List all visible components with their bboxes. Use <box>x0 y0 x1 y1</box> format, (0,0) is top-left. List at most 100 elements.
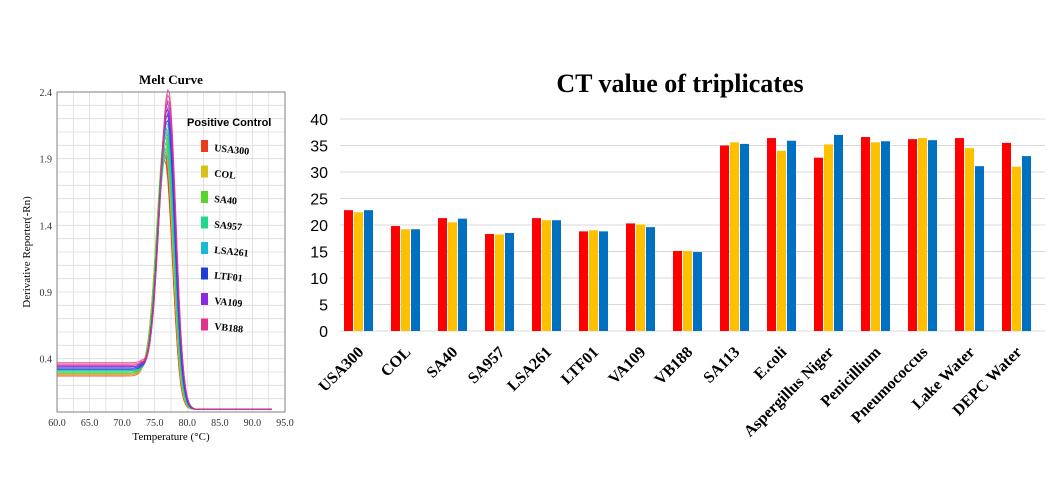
legend-label-vb188: VB188 <box>214 322 244 336</box>
bar-lsa261-1 <box>532 218 541 331</box>
x-tick-label: 70.0 <box>113 418 131 429</box>
chart-title: Melt Curve <box>139 72 203 87</box>
legend-label-col: COL <box>214 169 237 182</box>
bar-va109-1 <box>626 223 635 331</box>
bar-ltf01-1 <box>579 231 588 331</box>
bar-usa300-1 <box>344 210 353 331</box>
bar-aspergillus-niger-3 <box>834 134 843 331</box>
bar-depc-water-2 <box>1012 166 1021 331</box>
x-tick-label: SA113 <box>700 344 743 387</box>
legend-label-sa957: SA957 <box>214 220 243 234</box>
plot-frame <box>56 91 286 413</box>
legend-swatch-sa40 <box>201 191 208 203</box>
x-tick-label: USA300 <box>316 344 368 396</box>
x-tick-label: 65.0 <box>81 418 99 429</box>
bar-depc-water-1 <box>1002 142 1011 331</box>
legend-swatch-usa300 <box>201 140 208 152</box>
y-tick-label: 15 <box>310 245 328 262</box>
bar-penicillium-1 <box>861 137 870 331</box>
legend-label-ltf01: LTF01 <box>214 271 244 285</box>
bar-sa113-2 <box>730 142 739 331</box>
legend-label-va109: VA109 <box>214 296 243 310</box>
x-axis-label: Temperature (°C) <box>132 431 210 443</box>
bar-sa957-1 <box>485 234 494 331</box>
x-tick-label: 90.0 <box>244 418 262 429</box>
legend-label-lsa261: LSA261 <box>214 245 249 260</box>
melt-grid <box>56 91 286 413</box>
bar-lake-water-1 <box>955 138 964 331</box>
bar-usa300-2 <box>354 212 363 331</box>
bar-lake-water-3 <box>975 166 984 331</box>
bar-col-2 <box>401 229 410 331</box>
bar-lake-water-2 <box>965 148 974 331</box>
legend-swatch-lsa261 <box>201 242 208 254</box>
y-tick-label: 20 <box>310 218 328 235</box>
bar-aspergillus-niger-1 <box>814 157 823 331</box>
x-tick-label: E.coli <box>751 343 791 383</box>
x-tick-label: 80.0 <box>179 418 197 429</box>
bar-ltf01-3 <box>599 231 608 331</box>
y-tick-label: 30 <box>310 165 328 182</box>
y-tick-label: 0 <box>319 324 328 341</box>
x-tick-label: VB188 <box>652 344 697 389</box>
y-tick-label: 0.4 <box>40 355 53 366</box>
bar-sa957-3 <box>505 232 514 331</box>
melt-legend: Positive Control USA300 COL SA40 SA957 LSA261… <box>187 117 271 336</box>
x-tick-label: LTF01 <box>558 344 602 388</box>
x-tick-label: VA109 <box>605 344 649 388</box>
bar-sa113-3 <box>740 143 749 331</box>
bar-col-1 <box>391 226 400 331</box>
x-tick-label: COL <box>378 344 415 381</box>
bar-aspergillus-niger-2 <box>824 144 833 331</box>
chart-title: CT value of triplicates <box>556 69 803 98</box>
bar-usa300-3 <box>364 210 373 331</box>
bar-penicillium-3 <box>881 141 890 331</box>
bar-e-coli-1 <box>767 138 776 331</box>
bar-pneumococcus-1 <box>908 139 917 331</box>
y-tick-label: 5 <box>319 298 328 315</box>
y-tick-label: 2.4 <box>40 88 53 99</box>
legend-label-usa300: USA300 <box>214 143 250 158</box>
bar-col-3 <box>411 229 420 331</box>
x-tick-label: 75.0 <box>146 418 164 429</box>
bar-vb188-3 <box>693 252 702 331</box>
legend-swatch-ltf01 <box>201 267 208 280</box>
y-tick-label: 35 <box>310 139 328 156</box>
x-tick-label: 60.0 <box>48 418 66 429</box>
x-tick-label: SA957 <box>465 344 508 387</box>
ct-bar-chart: CT value of triplicates 0 5 10 15 20 25 30 35 40 U… <box>310 69 1045 440</box>
bar-lsa261-2 <box>542 220 551 331</box>
bar-e-coli-3 <box>787 140 796 331</box>
bar-vb188-2 <box>683 250 692 331</box>
melt-curve-chart: Melt Curve 60.0 65.0 70.0 75.0 80.0 85.0 90.0 95… <box>21 72 294 443</box>
bar-sa40-2 <box>448 222 457 331</box>
bar-sa113-1 <box>720 145 729 331</box>
y-tick-label: 25 <box>310 192 328 209</box>
x-tick-label: 95.0 <box>276 418 294 429</box>
bar-va109-3 <box>646 227 655 331</box>
x-tick-label: SA40 <box>424 344 462 382</box>
legend-swatch-col <box>201 165 208 178</box>
bar-vb188-1 <box>673 250 682 331</box>
x-tick-label: LSA261 <box>504 344 555 395</box>
bar-penicillium-2 <box>871 142 880 331</box>
bar-ltf01-2 <box>589 230 598 331</box>
bar-pneumococcus-3 <box>928 140 937 331</box>
y-tick-label: 1.9 <box>40 155 53 166</box>
y-tick-label: 1.4 <box>40 221 53 232</box>
legend-swatch-vb188 <box>201 318 208 331</box>
legend-title: Positive Control <box>187 117 271 129</box>
legend-swatch-sa957 <box>201 216 208 229</box>
x-tick-label: 85.0 <box>211 418 229 429</box>
bar-pneumococcus-2 <box>918 138 927 331</box>
y-axis-label: Derivative Reporter(-Rn) <box>21 196 33 308</box>
bar-e-coli-2 <box>777 150 786 331</box>
y-tick-label: 40 <box>310 112 328 129</box>
y-tick-label: 10 <box>310 271 328 288</box>
melt-line-vb188 <box>57 99 272 410</box>
legend-label-sa40: SA40 <box>214 194 238 207</box>
bar-depc-water-3 <box>1022 156 1031 331</box>
bar-va109-2 <box>636 224 645 331</box>
bar-sa957-2 <box>495 234 504 331</box>
bar-lsa261-3 <box>552 220 561 331</box>
